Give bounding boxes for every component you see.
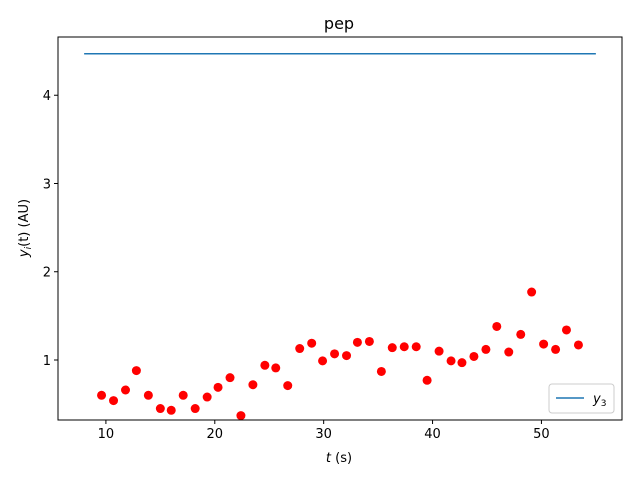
data-point [97,390,107,400]
data-point [307,338,317,348]
legend-label-var: y [592,392,601,407]
data-point [504,347,514,357]
data-point [283,381,293,391]
data-point [236,411,246,421]
x-axis-label: t (s) [326,451,352,466]
data-point [121,385,131,395]
data-point [411,342,421,352]
data-point [202,392,212,402]
data-point [295,344,305,354]
data-point [213,382,223,392]
y-axis-label: yi(t) (AU) [17,199,34,258]
data-point [155,404,165,414]
data-point [573,340,583,350]
data-point [260,360,270,370]
data-point [492,321,502,331]
x-axis-label-unit: (s) [331,451,352,466]
legend-label-sub: 3 [601,399,607,409]
data-point [364,336,374,346]
data-point [387,343,397,353]
data-point [143,390,153,400]
data-point [248,380,258,390]
data-point [190,404,200,414]
x-tick-label: 50 [533,427,550,442]
data-point [342,351,352,361]
y-tick-label: 2 [43,266,51,281]
data-point [352,337,362,347]
x-tick-label: 10 [98,427,115,442]
legend-label: y3 [592,392,606,409]
plot-frame [57,36,623,421]
data-point [399,342,409,352]
data-point [178,390,188,400]
data-point [527,287,537,297]
data-point [225,373,235,383]
x-axis-label-var: t [326,451,332,466]
data-point [561,325,571,335]
data-point [457,358,467,368]
x-tick-label: 30 [315,427,332,442]
data-point [376,366,386,376]
y-tick-label: 1 [43,354,51,369]
data-point [446,356,456,366]
legend: y3 [548,383,615,414]
chart-title: pep [324,14,354,33]
x-tick-label: 20 [207,427,224,442]
y-tick-label: 4 [43,89,51,104]
data-point [551,344,561,354]
data-point [422,375,432,385]
data-point [539,339,549,349]
plot-series [84,53,596,421]
x-tick-label: 40 [424,427,441,442]
data-point [469,351,479,361]
y-tick-label: 3 [43,177,51,192]
data-point [131,366,141,376]
data-point [318,356,328,366]
data-point [271,363,281,373]
y-axis-label-arg: (t) (AU) [17,199,32,247]
y-axis-label-sub: i [24,246,34,249]
data-point [434,346,444,356]
data-point [166,405,176,415]
data-point [109,396,119,406]
y-axis-label-var: y [17,249,32,258]
data-point [481,344,491,354]
data-point [516,329,526,339]
data-point [330,349,340,359]
axis-ticks: 10 20 30 40 50 1 2 3 4 [43,89,550,442]
